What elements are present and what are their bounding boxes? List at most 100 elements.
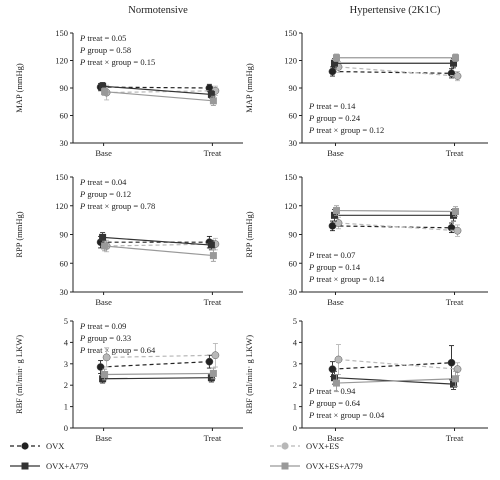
data-point <box>450 211 458 219</box>
x-tick-label: Base <box>327 433 344 443</box>
series-ovx-es <box>334 344 462 377</box>
panel-3: 30 60 90 120 150 Base Treat RPP (mmHg) P treat =… <box>14 172 243 307</box>
y-tick-label: 60 <box>289 111 298 121</box>
stat-text: treat × group = 0.78 <box>85 201 155 211</box>
y-tick-label: 2 <box>64 380 68 390</box>
x-tick-label: Base <box>95 297 112 307</box>
x-tick-label: Treat <box>204 297 222 307</box>
series-ovx-es-a779 <box>332 205 460 217</box>
panel-2: 30 60 90 120 150 Base Treat MAP (mmHg) P treat =… <box>244 28 488 158</box>
data-point <box>330 59 338 67</box>
series-line <box>332 362 452 370</box>
data-point <box>205 357 214 366</box>
x-tick-label: Treat <box>446 297 464 307</box>
column-title-1: Normotensive <box>128 5 188 16</box>
series-ovx-es-a779 <box>101 87 217 106</box>
y-tick-label: 90 <box>289 83 298 93</box>
stat-p: P <box>79 321 85 331</box>
stat-line: P group = 0.64 <box>308 398 361 408</box>
x-tick-label: Base <box>95 148 112 158</box>
x-tick-label: Base <box>95 433 112 443</box>
series-ovx-es <box>102 237 220 253</box>
legend-label: OVX+ES+A779 <box>306 461 363 471</box>
y-tick-label: 0 <box>64 423 68 433</box>
series-ovx <box>96 354 214 374</box>
panel-1: 30 60 90 120 150 Base Treat MAP (mmHg) P treat =… <box>14 28 243 158</box>
data-point <box>330 374 338 382</box>
x-tick-label: Treat <box>446 433 464 443</box>
legend-label: OVX <box>46 441 64 451</box>
y-axis-label: RPP (mmHg) <box>14 211 24 257</box>
y-tick-label: 60 <box>60 258 69 268</box>
legend-marker <box>281 442 289 450</box>
column-title-2: Hypertensive (2K1C) <box>350 5 441 16</box>
stat-p: P <box>308 101 314 111</box>
stat-p: P <box>308 398 314 408</box>
stat-line: P treat × group = 0.12 <box>308 125 384 135</box>
y-tick-label: 120 <box>284 201 297 211</box>
x-tick-label: Base <box>327 148 344 158</box>
stat-line: P treat × group = 0.64 <box>79 345 156 355</box>
panel-6: 0 1 2 3 4 5 Base Treat RBF (ml/min· g LKW) P trea… <box>244 316 488 443</box>
legend-marker <box>281 462 289 470</box>
legend-item-ovx-es: OVX+ES <box>270 441 339 451</box>
series-ovx-es <box>334 60 462 82</box>
data-point <box>102 353 111 362</box>
stat-p: P <box>308 262 314 272</box>
stat-text: treat × group = 0.14 <box>314 274 385 284</box>
stat-line: P group = 0.24 <box>308 113 361 123</box>
x-tick-label: Treat <box>446 148 464 158</box>
series-line <box>338 66 458 77</box>
data-point <box>334 219 343 227</box>
data-point <box>209 252 217 260</box>
series-line <box>102 85 212 96</box>
legend-marker <box>21 462 29 470</box>
series-line <box>102 236 212 246</box>
data-point <box>209 97 217 105</box>
legend-item-ovx-es-a779: OVX+ES+A779 <box>270 461 363 471</box>
stat-p: P <box>79 33 85 43</box>
stat-text: group = 0.24 <box>314 113 361 123</box>
y-tick-label: 2 <box>293 380 297 390</box>
y-tick-label: 90 <box>60 83 69 93</box>
data-point <box>332 379 340 387</box>
stat-line: P group = 0.14 <box>308 262 361 272</box>
stat-line: P treat = 0.04 <box>79 177 127 187</box>
data-point <box>332 207 340 215</box>
y-tick-label: 60 <box>60 111 69 121</box>
data-point <box>211 351 220 360</box>
stat-p: P <box>79 189 85 199</box>
y-tick-label: 4 <box>64 337 69 347</box>
y-axis-label: MAP (mmHg) <box>14 63 24 113</box>
series-line <box>104 91 214 102</box>
stat-text: treat = 0.94 <box>314 386 356 396</box>
data-point <box>452 54 460 62</box>
data-point <box>328 67 337 76</box>
stat-text: group = 0.12 <box>85 189 131 199</box>
data-point <box>99 82 107 90</box>
series-ovx-es-a779 <box>101 367 217 381</box>
stat-p: P <box>308 274 314 284</box>
series-ovx-es <box>334 216 462 237</box>
stat-p: P <box>308 250 314 260</box>
y-tick-label: 3 <box>293 359 297 369</box>
stat-text: treat × group = 0.64 <box>85 345 156 355</box>
y-axis-label: MAP (mmHg) <box>244 63 254 113</box>
series-ovx <box>328 220 456 234</box>
y-axis-label: RBF (ml/min· g LKW) <box>14 335 24 414</box>
data-point <box>447 358 456 367</box>
data-point <box>334 355 343 364</box>
stat-p: P <box>79 45 85 55</box>
series-ovx-es-a779 <box>101 240 217 262</box>
y-tick-label: 30 <box>289 287 298 297</box>
series-line <box>104 372 214 376</box>
y-tick-label: 90 <box>60 230 69 240</box>
stat-line: P treat × group = 0.04 <box>308 410 385 420</box>
x-tick-label: Treat <box>204 148 222 158</box>
data-point <box>453 72 462 80</box>
stat-text: treat = 0.07 <box>314 250 355 260</box>
series-line <box>332 70 452 74</box>
series-ovx-a779 <box>330 58 458 69</box>
data-point <box>450 380 458 388</box>
